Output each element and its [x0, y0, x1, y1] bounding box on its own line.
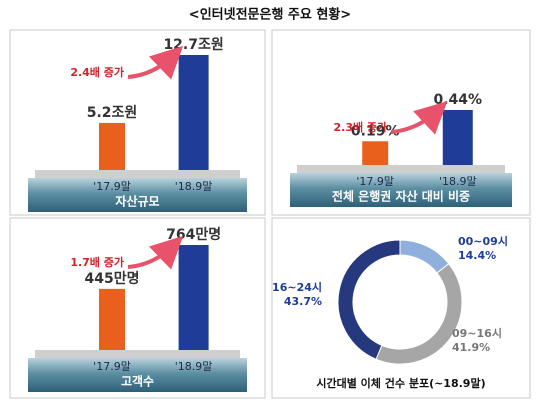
- label-band: [290, 173, 512, 207]
- panel: [271, 29, 531, 216]
- category-label: '18.9말: [439, 175, 477, 188]
- annotation: 1.7배 증가: [70, 255, 124, 269]
- donut-segment: [399, 239, 450, 274]
- label-band: [28, 178, 247, 212]
- segment-value: 41.9%: [452, 341, 490, 354]
- value-label: 764만명: [166, 226, 221, 243]
- axis-caption: 전체 은행권 자산 대비 비중: [332, 189, 470, 204]
- value-label: 5.2조원: [87, 105, 138, 121]
- category-label: '17.9말: [356, 175, 394, 188]
- category-label: '18.9말: [175, 360, 213, 373]
- growth-arrow: [127, 45, 184, 80]
- panel: [9, 217, 266, 399]
- pedestal: [297, 165, 505, 173]
- panel: [9, 29, 266, 216]
- value-label: 0.44%: [433, 92, 482, 108]
- pedestal: [35, 350, 240, 358]
- panel: [271, 217, 531, 399]
- segment-name: 09~16시: [452, 327, 502, 340]
- bar: [178, 245, 209, 350]
- value-label: 445만명: [85, 270, 140, 287]
- bar: [362, 141, 389, 165]
- page-title: <인터넷전문은행 주요 현황>: [189, 7, 351, 23]
- axis-caption: 고객수: [121, 375, 154, 389]
- donut-segment: [375, 262, 463, 365]
- annotation: 2.3배 증가: [334, 120, 388, 134]
- segment-value: 14.4%: [458, 249, 496, 262]
- bar: [442, 110, 473, 165]
- value-label: 0.19%: [351, 123, 400, 139]
- category-label: '17.9말: [93, 180, 131, 193]
- segment-name: 16~24시: [272, 281, 322, 294]
- segment-value: 43.7%: [284, 295, 322, 308]
- bar: [99, 288, 125, 350]
- axis-caption: 자산규모: [115, 194, 159, 209]
- chart-title: 시간대별 이체 건수 분포(~18.9말): [316, 376, 485, 390]
- category-label: '18.9말: [175, 180, 213, 193]
- bar: [178, 55, 209, 170]
- category-label: '17.9말: [93, 360, 131, 373]
- segment-name: 00~09시: [458, 235, 508, 248]
- label-band: [28, 358, 247, 392]
- pedestal: [35, 170, 240, 178]
- annotation: 2.4배 증가: [70, 65, 124, 79]
- growth-arrow: [391, 101, 448, 135]
- value-label: 12.7조원: [163, 37, 223, 53]
- bar: [99, 122, 125, 170]
- growth-arrow: [127, 235, 184, 270]
- donut-segment: [337, 239, 401, 360]
